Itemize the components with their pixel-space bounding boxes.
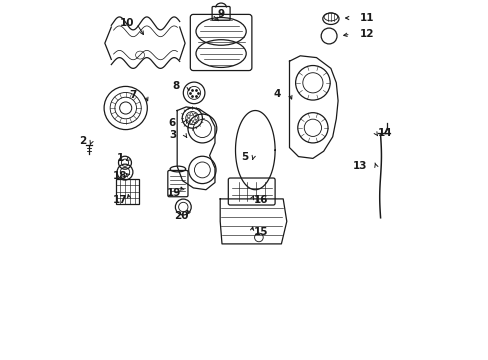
Text: 4: 4 <box>273 89 280 99</box>
Text: 10: 10 <box>120 18 135 28</box>
Text: 8: 8 <box>172 81 179 91</box>
Text: 12: 12 <box>359 29 373 39</box>
Text: 7: 7 <box>129 90 136 100</box>
Text: 3: 3 <box>168 130 176 140</box>
Text: 6: 6 <box>168 118 176 128</box>
Text: 17: 17 <box>113 195 127 205</box>
Text: 18: 18 <box>113 171 127 181</box>
Text: 14: 14 <box>377 128 391 138</box>
Text: 13: 13 <box>352 161 366 171</box>
Text: 16: 16 <box>253 195 267 205</box>
Bar <box>116 179 139 204</box>
Text: 19: 19 <box>167 188 181 198</box>
Text: 9: 9 <box>217 9 224 19</box>
Text: 15: 15 <box>253 227 267 237</box>
Text: 20: 20 <box>174 211 188 221</box>
Text: 11: 11 <box>359 13 373 23</box>
Text: 2: 2 <box>79 136 86 146</box>
Text: 5: 5 <box>241 152 247 162</box>
Text: 1: 1 <box>117 153 123 163</box>
